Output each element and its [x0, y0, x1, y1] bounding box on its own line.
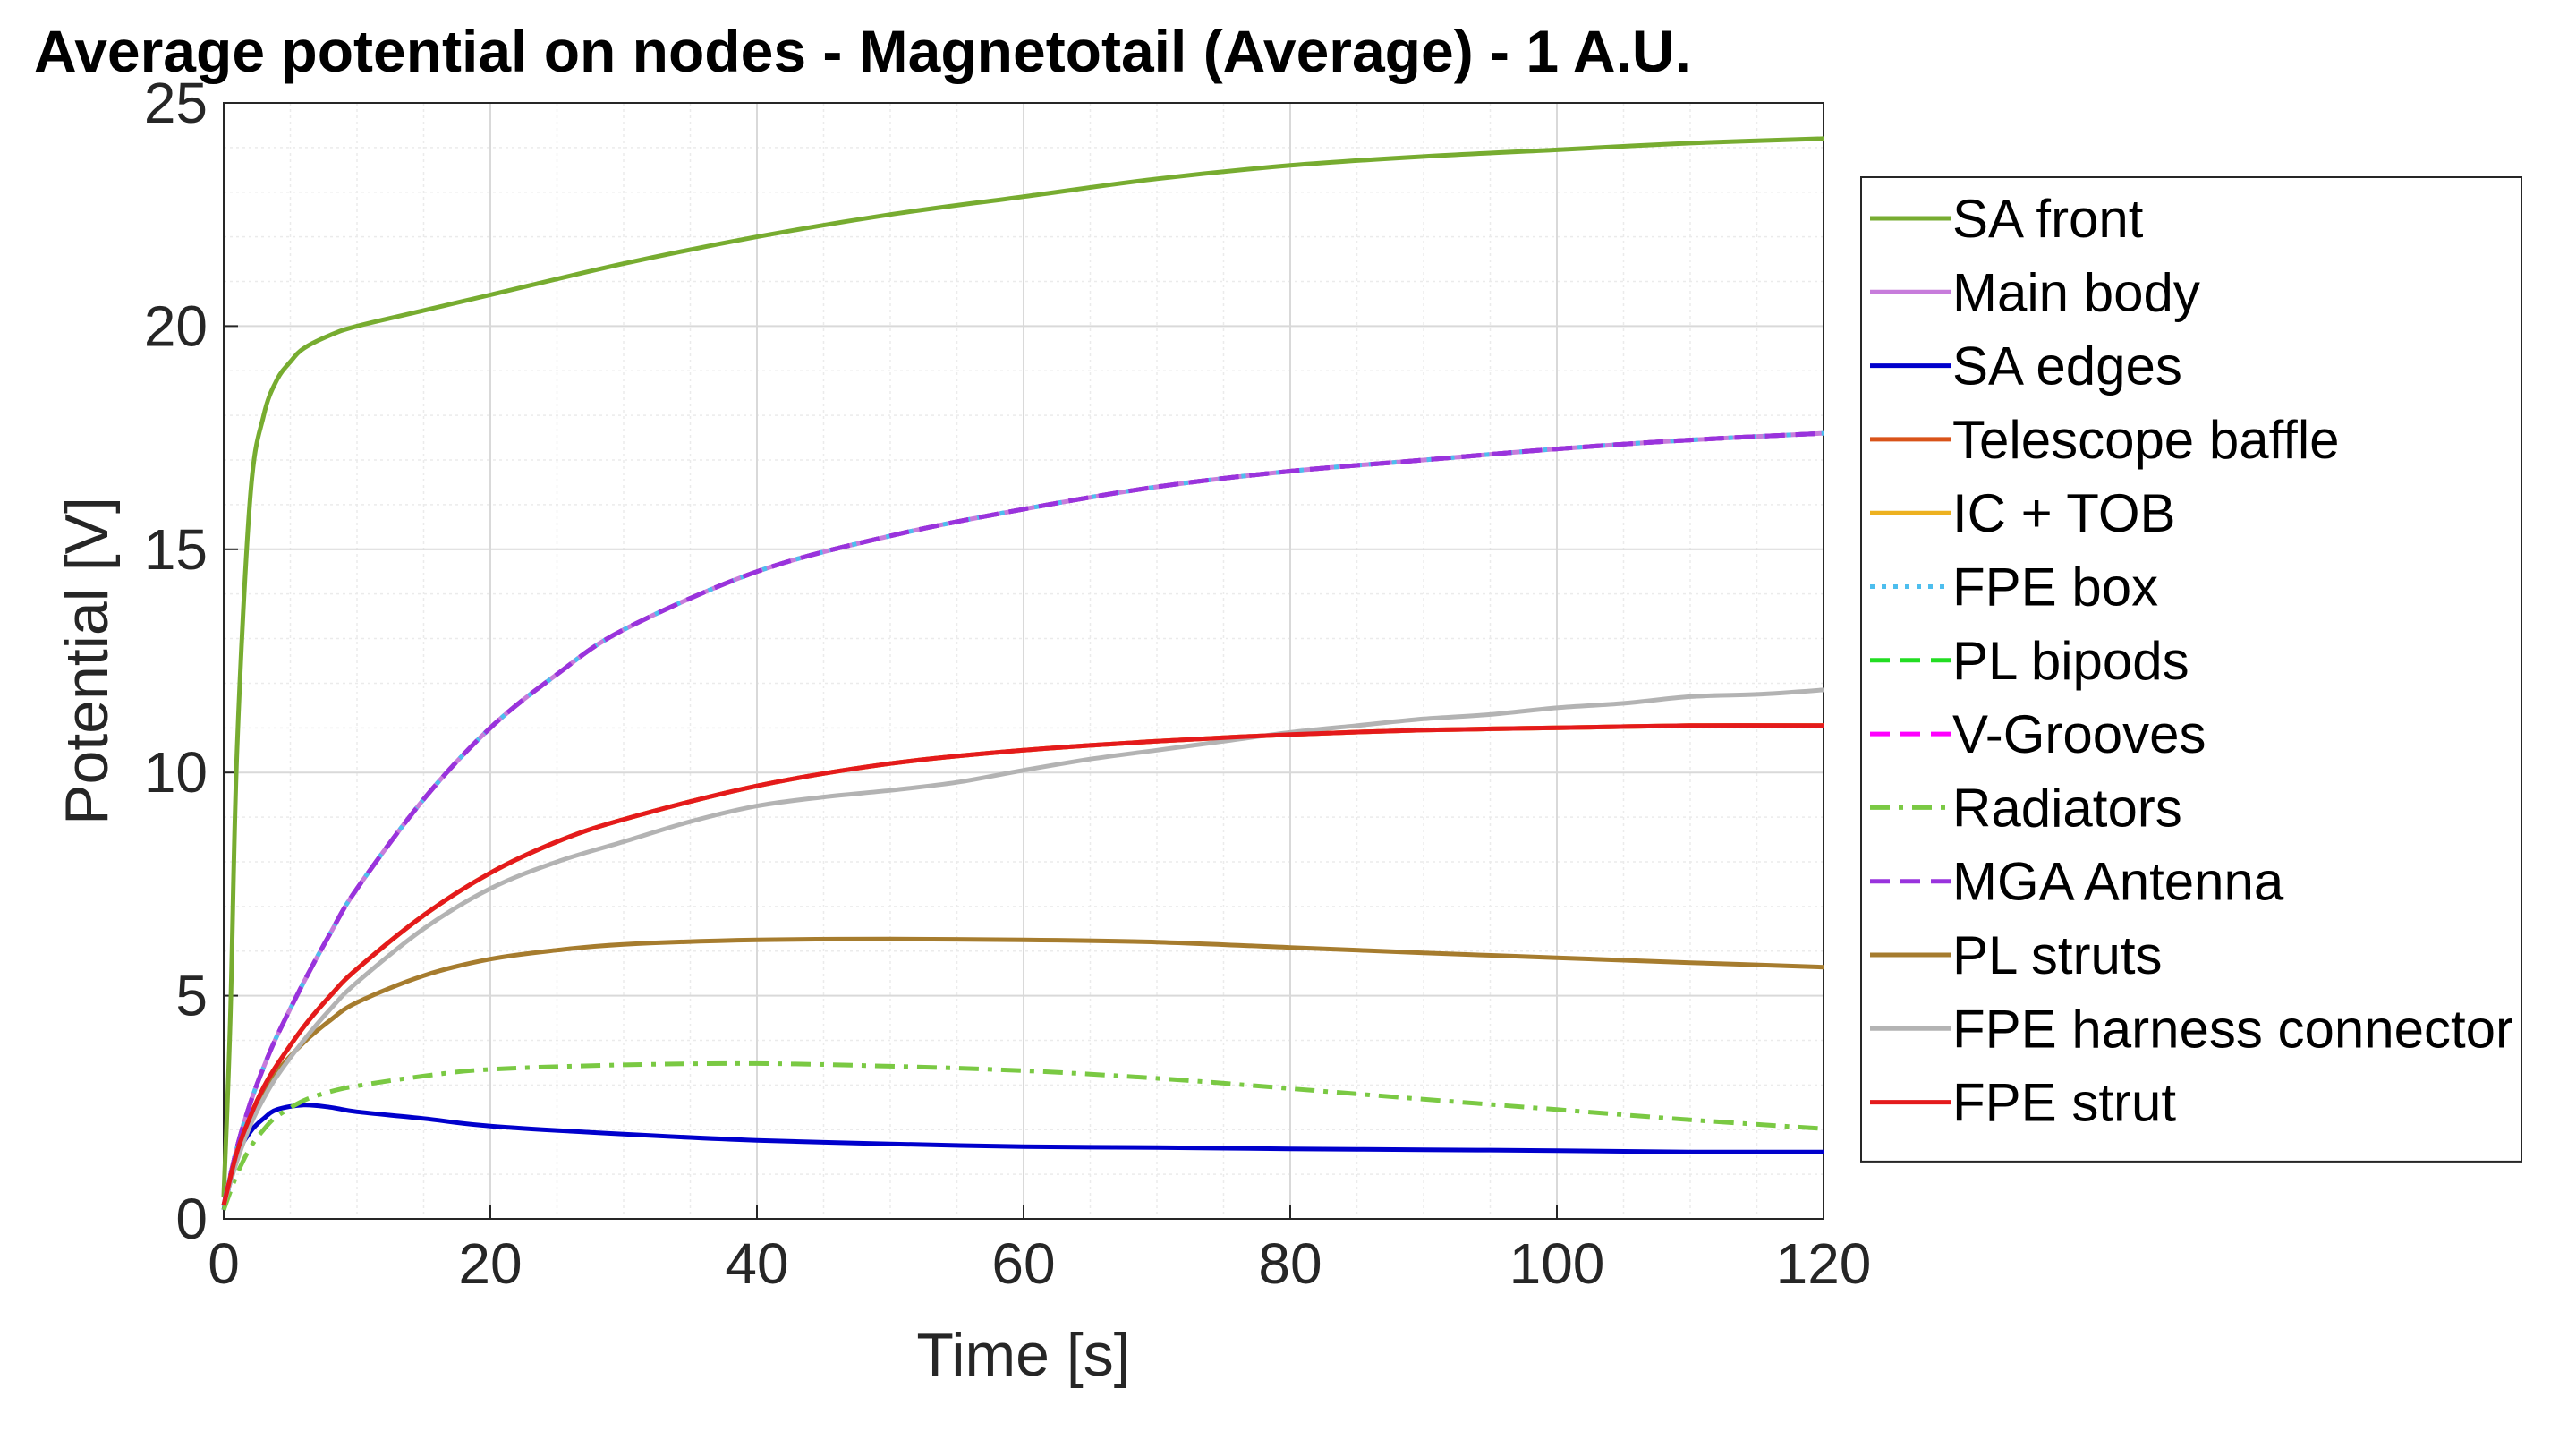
y-axis-label: Potential [V] — [53, 497, 121, 825]
axis-ticks: 0 20 40 60 80 100 120 0 5 10 15 20 25 — [144, 71, 1872, 1296]
legend-label-3: Telescope baffle — [1952, 410, 2340, 470]
chart-title: Average potential on nodes - Magnetotail… — [34, 18, 1691, 84]
legend-label-6: PL bipods — [1952, 631, 2189, 691]
x-tick-label: 0 — [208, 1231, 240, 1296]
x-tick-label: 40 — [725, 1231, 788, 1296]
legend-box — [1860, 176, 2522, 1163]
x-tick-label: 20 — [458, 1231, 522, 1296]
legend-label-11: FPE harness connector — [1952, 999, 2513, 1059]
x-tick-label: 100 — [1509, 1231, 1605, 1296]
legend-label-8: Radiators — [1952, 778, 2182, 838]
y-tick-label: 0 — [175, 1187, 208, 1251]
series-line-0 — [221, 136, 1824, 1197]
legend-label-5: FPE box — [1952, 558, 2158, 618]
legend-label-7: V-Grooves — [1952, 704, 2206, 764]
series-line-12 — [221, 723, 1824, 1206]
series-line-11 — [221, 687, 1824, 1206]
series-lines — [221, 136, 1824, 1211]
y-tick-label: 25 — [144, 71, 208, 135]
x-tick-label: 60 — [991, 1231, 1055, 1296]
x-tick-label: 120 — [1776, 1231, 1872, 1296]
legend-label-2: SA edges — [1952, 336, 2182, 396]
legend-label-0: SA front — [1952, 189, 2144, 249]
y-tick-label: 15 — [144, 517, 208, 582]
legend-label-9: MGA Antenna — [1952, 852, 2284, 912]
series-line-9 — [221, 430, 1824, 1206]
legend-label-10: PL struts — [1952, 925, 2163, 985]
y-tick-label: 5 — [175, 964, 208, 1028]
x-tick-label: 80 — [1258, 1231, 1322, 1296]
legend-label-12: FPE strut — [1952, 1073, 2176, 1133]
legend-label-4: IC + TOB — [1952, 483, 2176, 543]
x-axis-label: Time [s] — [916, 1321, 1130, 1389]
series-line-10 — [221, 936, 1824, 1206]
y-tick-label: 20 — [144, 294, 208, 358]
legend-label-1: Main body — [1952, 262, 2200, 322]
y-tick-label: 10 — [144, 740, 208, 805]
legend: SA front Main body SA edges Telescope baffl… — [1860, 176, 2522, 1163]
series-line-2 — [221, 1103, 1824, 1211]
series-line-8 — [221, 1060, 1824, 1211]
